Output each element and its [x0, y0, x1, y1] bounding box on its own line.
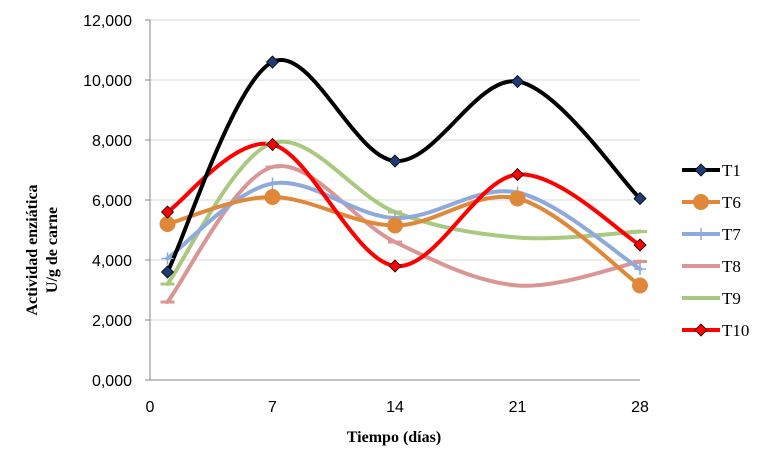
- data-point-t10: [265, 137, 280, 152]
- y-axis-title-line-1: Actividad enziática: [24, 184, 41, 315]
- y-tick-label: 0,000: [92, 373, 132, 390]
- data-point-t7: [161, 252, 174, 265]
- data-point-t10: [633, 238, 647, 252]
- series-line-t6: [165, 194, 642, 288]
- data-point-t6: [387, 217, 403, 234]
- legend-marker: [693, 194, 709, 210]
- legend-marker: [694, 163, 708, 177]
- y-tick-label: 12,000: [83, 13, 132, 30]
- data-point-t6: [509, 190, 526, 207]
- y-tick-label: 4,000: [92, 253, 132, 270]
- legend: T1 T6 T7 T8 T9 T10: [682, 161, 749, 340]
- x-tick-label: 21: [509, 399, 527, 416]
- x-tick-label: 0: [146, 399, 155, 416]
- legend-item-t7: T7: [682, 225, 741, 244]
- data-point-t7: [634, 263, 646, 275]
- x-axis-title: Tiempo (días): [347, 429, 441, 446]
- data-point-t10: [160, 205, 175, 219]
- legend-label: T7: [722, 225, 741, 244]
- data-point-t6: [159, 216, 176, 232]
- legend-item-t8: T8: [682, 257, 741, 276]
- legend-label: T6: [722, 193, 741, 212]
- data-point-t1: [633, 191, 647, 206]
- data-point-t1: [510, 74, 525, 89]
- legend-label: T8: [722, 257, 741, 276]
- x-axis-tick-labels: 0 7 14 21 28: [146, 399, 649, 416]
- y-tick-label: 10,000: [83, 73, 132, 90]
- legend-item-t10: T10: [682, 321, 749, 340]
- axes: [145, 19, 640, 381]
- legend-item-t1: T1: [682, 161, 741, 180]
- x-tick-label: 14: [386, 399, 404, 416]
- legend-marker: [695, 228, 707, 240]
- data-point-t10: [510, 167, 525, 182]
- legend-item-t6: T6: [682, 193, 741, 212]
- grid-lines: [150, 19, 640, 321]
- legend-item-t9: T9: [682, 289, 741, 308]
- legend-marker: [694, 323, 708, 337]
- data-point-t1: [388, 154, 402, 168]
- y-axis-title-line-2: U/g de carne: [44, 207, 61, 293]
- series-lines: [165, 58, 642, 304]
- data-point-t10: [388, 259, 402, 273]
- x-tick-label: 7: [268, 399, 277, 416]
- series-markers: [159, 55, 648, 304]
- data-point-t6: [264, 189, 281, 205]
- legend-label: T1: [722, 161, 741, 180]
- y-axis-tick-labels: 0,000 2,000 4,000 6,000 8,000 10,000 12,000: [83, 13, 132, 390]
- legend-label: T9: [722, 289, 741, 308]
- y-tick-label: 6,000: [92, 193, 132, 210]
- data-point-t1: [160, 265, 175, 279]
- legend-label: T10: [722, 321, 749, 340]
- data-point-t1: [265, 55, 280, 69]
- data-point-t6: [632, 277, 648, 294]
- x-tick-label: 28: [631, 399, 649, 416]
- series-line-t8: [165, 163, 642, 304]
- series-line-t1: [165, 58, 642, 274]
- y-tick-label: 2,000: [92, 313, 132, 330]
- data-point-t7: [266, 177, 279, 190]
- y-tick-label: 8,000: [92, 133, 132, 150]
- series-line-t9: [165, 139, 642, 286]
